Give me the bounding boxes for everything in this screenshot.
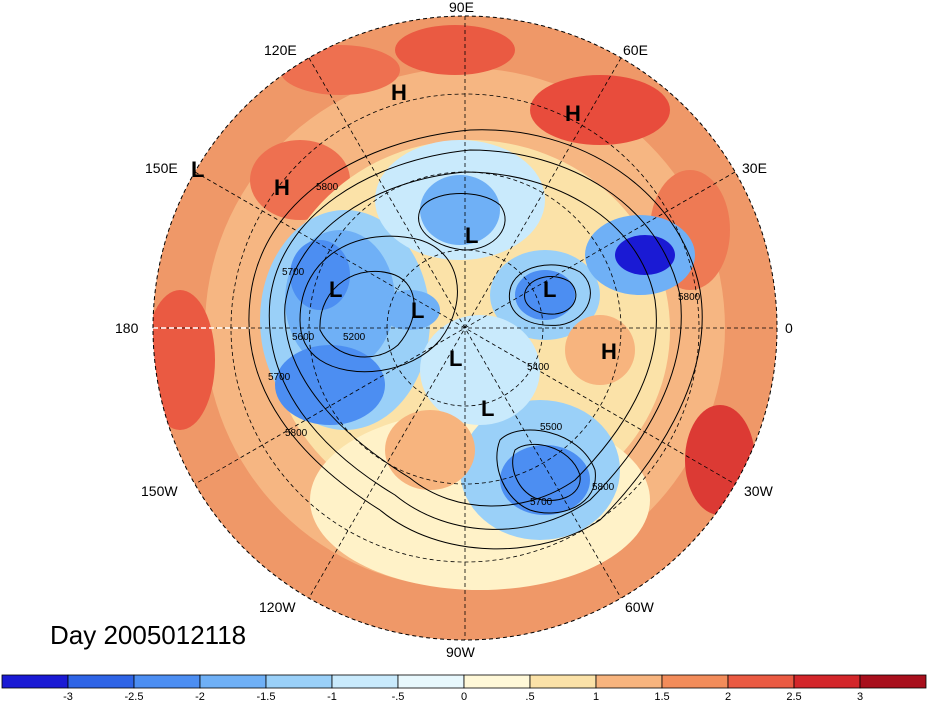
colorbar-swatch <box>199 674 267 689</box>
low-pressure-marker: L <box>191 157 204 182</box>
colorbar-tick-label: -2.5 <box>125 691 144 702</box>
colorbar-swatch <box>529 674 597 689</box>
colorbar-swatch <box>1 674 69 689</box>
colorbar-tick-label: -.5 <box>392 691 405 702</box>
colorbar-tick-label: 1.5 <box>654 691 669 702</box>
lon-label-180: 180 <box>115 320 139 336</box>
colorbar-tick-label: -1 <box>327 691 337 702</box>
lon-label-60w: 60W <box>625 599 655 615</box>
colorbar-swatch <box>595 674 663 689</box>
colorbar-swatch <box>859 674 927 689</box>
colorbar-tick-label: .5 <box>525 691 534 702</box>
low-pressure-marker: L <box>449 346 462 371</box>
day-label: Day 2005012118 <box>50 620 247 650</box>
contour-label: 5800 <box>678 292 701 303</box>
contour-label: 5700 <box>530 497 553 508</box>
contour-label: 5700 <box>268 372 291 383</box>
map-border <box>152 15 778 641</box>
lon-label-30w: 30W <box>744 483 774 499</box>
colorbar-swatch <box>133 674 201 689</box>
pressure-systems: H H H H L L L L L L L <box>191 80 617 421</box>
low-pressure-marker: L <box>329 277 342 302</box>
colorbar-tick-label: 0 <box>461 691 467 702</box>
high-pressure-marker: H <box>601 339 617 364</box>
lon-label-60e: 60E <box>623 42 648 58</box>
colorbar-tick-label: 2.5 <box>786 691 801 702</box>
colorbar-swatch <box>661 674 729 689</box>
colorbar-swatch <box>463 674 531 689</box>
contour-label: 5400 <box>527 362 550 373</box>
lon-label-120w: 120W <box>259 599 296 615</box>
colorbar: -3 -2.5 -2 -1.5 -1 -.5 0 .5 1 1.5 2 2.5 3 <box>1 674 927 702</box>
colorbar-swatch <box>727 674 795 689</box>
colorbar-tick-label: -3 <box>63 691 73 702</box>
contour-label: 5800 <box>316 182 339 193</box>
colorbar-swatch <box>265 674 333 689</box>
colorbar-tick-label: 2 <box>725 691 731 702</box>
colorbar-tick-label: 3 <box>857 691 863 702</box>
colorbar-tick-label: -2 <box>195 691 205 702</box>
colorbar-swatch <box>67 674 135 689</box>
low-pressure-marker: L <box>481 396 494 421</box>
lon-label-30e: 30E <box>742 160 767 176</box>
contour-label: 5500 <box>540 422 563 433</box>
colorbar-swatch <box>793 674 861 689</box>
low-pressure-marker: L <box>465 223 478 248</box>
lon-label-120e: 120E <box>264 42 297 58</box>
lon-label-150e: 150E <box>145 160 178 176</box>
lon-label-150w: 150W <box>141 483 178 499</box>
lon-label-90w: 90W <box>446 644 476 660</box>
lon-label-90e: 90E <box>449 0 474 15</box>
longitude-labels: 90E 120E 60E 150E 30E 180 0 150W 30W 120… <box>115 0 793 660</box>
colorbar-swatch <box>331 674 399 689</box>
colorbar-tick-label: 1 <box>593 691 599 702</box>
contour-label: 5800 <box>285 428 308 439</box>
contour-label: 5700 <box>282 267 305 278</box>
high-pressure-marker: H <box>274 175 290 200</box>
contour-label: 5600 <box>292 332 315 343</box>
high-pressure-marker: H <box>565 101 581 126</box>
map-disk <box>153 16 777 640</box>
low-pressure-marker: L <box>411 298 424 323</box>
high-pressure-marker: H <box>391 80 407 105</box>
contour-labels: 5800 5700 5600 5200 5700 5800 5400 5500 … <box>268 182 701 508</box>
contour-label: 5800 <box>592 482 615 493</box>
lon-label-0: 0 <box>785 320 793 336</box>
colorbar-tick-label: -1.5 <box>257 691 276 702</box>
contour-label: 5200 <box>343 332 366 343</box>
colorbar-swatch <box>397 674 465 689</box>
low-pressure-marker: L <box>543 277 556 302</box>
